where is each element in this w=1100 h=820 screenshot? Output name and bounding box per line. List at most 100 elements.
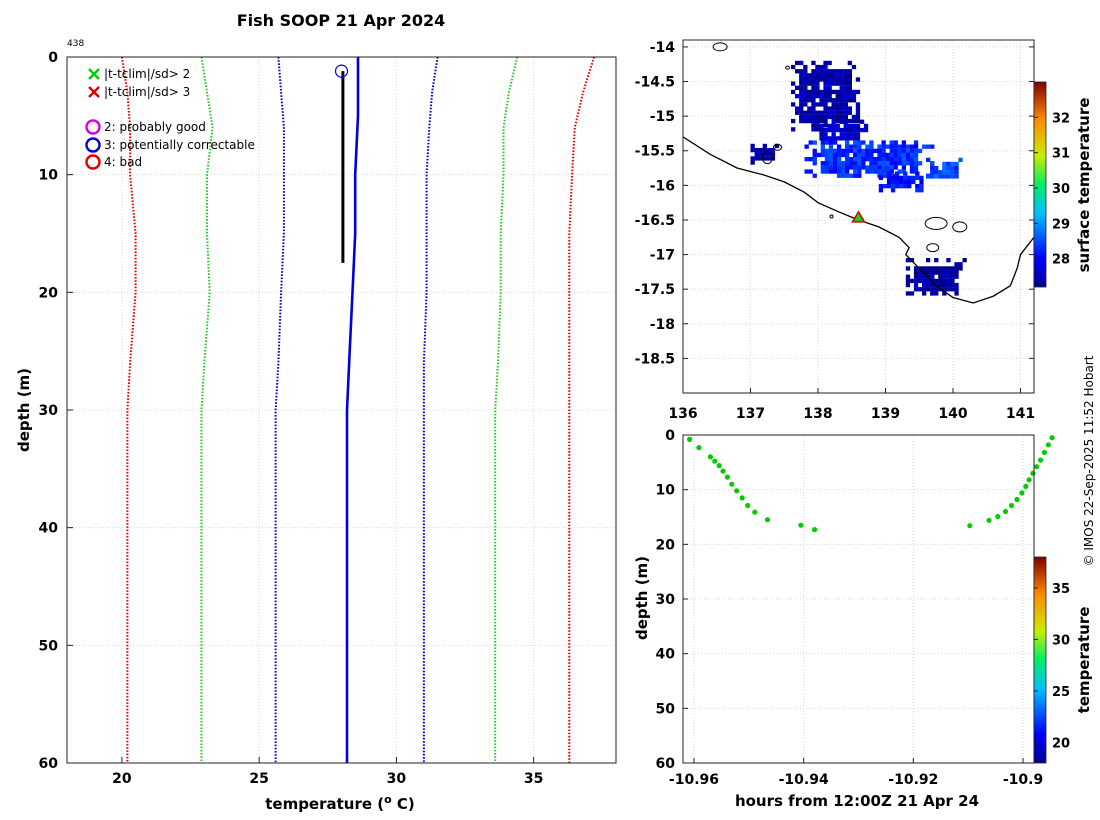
sst-cell <box>823 94 828 99</box>
y-tick-label: -15.5 <box>635 144 675 160</box>
sst-cell <box>950 282 955 288</box>
sst-cell <box>889 140 894 145</box>
sst-cell <box>930 274 935 279</box>
sst-cell <box>799 102 804 107</box>
sst-cell <box>815 64 820 70</box>
sst-cell <box>926 157 931 162</box>
sst-cell <box>812 157 817 162</box>
sst-cell <box>847 77 852 82</box>
sst-cell <box>823 98 828 103</box>
x-tick-label: 20 <box>112 771 132 787</box>
sst-cell <box>917 161 923 166</box>
sst-cell <box>869 144 874 149</box>
sst-cell <box>812 152 817 158</box>
sst-cell <box>899 184 904 189</box>
sst-cell <box>827 69 832 74</box>
sst-cell <box>841 169 846 174</box>
sst-cell <box>820 148 825 153</box>
sst-cell <box>934 278 939 284</box>
sst-cell <box>919 188 924 193</box>
y-tick-label: 10 <box>39 168 59 184</box>
sst-cell <box>766 152 771 157</box>
sst-cell <box>831 127 836 133</box>
sst-cell <box>942 291 947 296</box>
sst-cell <box>827 60 832 66</box>
map-colorbar-label: surface temperature <box>1075 98 1093 273</box>
sst-cell <box>865 148 870 153</box>
sst-cell <box>886 184 892 189</box>
sst-cell <box>799 106 804 111</box>
sst-cell <box>827 98 832 103</box>
sst-cell <box>791 81 796 86</box>
sst-cell <box>930 266 935 271</box>
sst-cell <box>913 140 919 145</box>
sst-cell <box>819 94 824 99</box>
sst-cell <box>851 127 857 133</box>
ship-position-marker <box>851 210 866 223</box>
sst-cell <box>885 152 890 158</box>
sst-cell <box>823 102 828 107</box>
sst-cell <box>905 148 911 153</box>
sst-cell <box>938 282 943 288</box>
sst-cell <box>835 69 840 74</box>
data-point <box>1038 457 1044 463</box>
sst-cell <box>754 148 759 153</box>
sst-cell <box>807 110 812 115</box>
sst-cell <box>954 266 959 271</box>
sst-cell <box>913 266 919 271</box>
sst-cell <box>877 157 882 162</box>
sst-cell <box>839 136 844 141</box>
sst-cell <box>835 77 840 82</box>
sst-cell <box>954 161 959 167</box>
sst-cell <box>917 274 923 279</box>
sst-cell <box>823 81 828 86</box>
sst-cell <box>893 165 898 170</box>
time-depth-chart: -10.96 -10.94 -10.92 -10.9 0 10 20 30 40 50 60 ho… <box>633 428 1093 810</box>
sst-cell <box>839 89 844 95</box>
sst-cell <box>895 179 900 185</box>
y-tick-label: 0 <box>48 50 58 66</box>
sst-cell <box>831 114 836 120</box>
sst-cell <box>926 287 931 292</box>
data-point <box>1023 483 1029 489</box>
series-clim-3sd <box>120 56 137 763</box>
sst-cell <box>847 127 852 133</box>
sst-cell <box>836 169 842 174</box>
sst-cell <box>857 165 862 170</box>
colorbar-tick-label: 32 <box>1052 111 1070 126</box>
sst-cell <box>857 157 862 162</box>
sst-cell <box>861 161 866 166</box>
time-yticks: 0 10 20 30 40 50 60 <box>656 428 688 772</box>
y-tick-label: 50 <box>656 701 676 717</box>
sst-cell <box>897 169 902 174</box>
sst-cell <box>770 156 776 161</box>
sst-cell <box>954 274 959 279</box>
sst-cell <box>799 81 804 86</box>
sst-cell <box>803 98 808 103</box>
sst-cell <box>799 85 804 90</box>
sst-cell <box>913 157 919 162</box>
sst-cell <box>886 179 892 185</box>
sst-cell <box>831 106 836 111</box>
y-tick-label: 20 <box>656 537 676 553</box>
legend-circle-marker <box>85 137 101 153</box>
sst-cell <box>841 152 846 158</box>
sst-cell <box>905 152 911 158</box>
credit: © IMOS 22-Sep-2025 11:52 Hobart <box>1082 355 1096 566</box>
sst-cell <box>835 102 840 107</box>
sst-cell <box>841 165 846 170</box>
sst-cell <box>905 291 911 296</box>
sst-cell <box>922 287 927 292</box>
sst-cell <box>873 157 878 162</box>
sst-cell <box>754 156 759 161</box>
sst-cell <box>917 270 923 275</box>
sst-cell <box>841 148 846 153</box>
sst-cell <box>843 119 848 124</box>
sst-cell <box>930 166 935 171</box>
sst-cell <box>897 157 902 162</box>
sst-cell <box>819 114 824 120</box>
time-xlabel: hours from 12:00Z 21 Apr 24 <box>735 792 979 810</box>
sst-cell <box>820 140 825 145</box>
sst-cell <box>835 118 840 124</box>
sst-cell <box>950 174 955 179</box>
